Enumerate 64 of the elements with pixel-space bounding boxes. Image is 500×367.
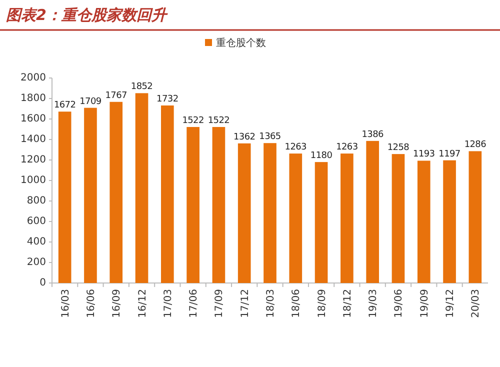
data-label: 1852 (130, 82, 153, 92)
data-label: 1732 (156, 94, 178, 104)
x-tick-label: 20/03 (470, 289, 482, 318)
x-tick-label: 19/09 (419, 289, 430, 318)
data-label: 1362 (233, 132, 256, 142)
y-tick-label: 1200 (20, 154, 46, 166)
x-tick-label: 16/03 (60, 289, 72, 318)
y-tick-label: 1400 (20, 134, 46, 145)
bar (238, 143, 251, 283)
x-tick-label: 18/12 (342, 289, 354, 318)
bar (289, 154, 302, 283)
x-tick-label: 16/12 (137, 289, 148, 318)
x-tick-label: 19/03 (368, 289, 380, 318)
x-tick-label: 18/06 (291, 289, 302, 318)
y-tick-label: 600 (26, 216, 46, 227)
x-tick-label: 16/09 (112, 289, 123, 318)
y-tick-label: 1800 (20, 93, 46, 104)
bar (417, 160, 430, 283)
bar (135, 93, 148, 283)
x-tick-label: 17/09 (214, 289, 226, 318)
data-label: 1193 (413, 150, 435, 160)
x-tick-label: 17/12 (240, 289, 251, 318)
data-label: 1286 (464, 140, 487, 150)
chart-title: 图表2：重仓股家数回升 (6, 6, 168, 24)
bar (212, 126, 226, 283)
legend-label: 重仓股个数 (216, 37, 266, 49)
y-tick-label: 1600 (20, 114, 46, 124)
data-label: 1263 (336, 142, 358, 153)
data-label: 1672 (54, 100, 76, 111)
x-tick-label: 18/09 (316, 289, 328, 318)
data-label: 1767 (105, 90, 127, 101)
x-tick-label: 18/03 (266, 289, 276, 318)
x-tick-label: 19/06 (394, 289, 405, 318)
bar (84, 108, 97, 283)
bar (340, 154, 354, 283)
data-label: 1180 (310, 151, 333, 162)
y-tick-label: 400 (26, 236, 46, 248)
x-tick-label: 19/12 (445, 289, 456, 318)
data-label: 1522 (182, 116, 204, 126)
bar (366, 140, 379, 283)
bar (314, 162, 328, 283)
bar (110, 102, 123, 283)
data-label: 1258 (387, 143, 410, 154)
bar (186, 126, 200, 283)
y-tick-label: 1000 (20, 175, 46, 186)
bar (264, 143, 276, 283)
bar (58, 112, 72, 283)
y-tick-label: 200 (26, 257, 46, 268)
data-label: 1263 (284, 142, 307, 153)
data-label: 1365 (259, 132, 281, 142)
data-label: 1709 (80, 96, 102, 107)
bar (468, 151, 482, 283)
y-tick-label: 0 (40, 278, 46, 288)
bar (443, 160, 456, 283)
data-label: 1386 (362, 130, 384, 140)
bar (161, 105, 174, 283)
y-tick-label: 800 (26, 196, 46, 206)
data-label: 1197 (438, 149, 460, 160)
bar (392, 154, 405, 283)
x-tick-label: 17/03 (162, 289, 174, 318)
data-label: 1522 (208, 116, 230, 126)
x-tick-label: 17/06 (188, 289, 200, 318)
y-tick-label: 2000 (20, 72, 46, 84)
x-tick-label: 16/06 (86, 289, 97, 318)
